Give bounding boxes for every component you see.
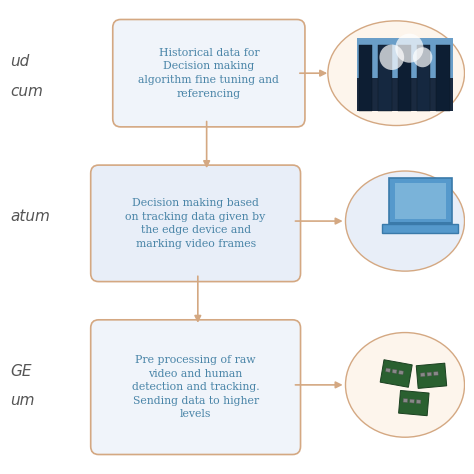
Text: Decision making based
on tracking data given by
the edge device and
marking vide: Decision making based on tracking data g…	[126, 198, 266, 249]
Bar	[410, 399, 414, 403]
Bar	[398, 46, 411, 111]
Bar	[392, 369, 397, 374]
Bar	[395, 183, 446, 219]
Bar	[416, 363, 447, 388]
Bar	[420, 373, 425, 377]
FancyBboxPatch shape	[91, 165, 301, 282]
Bar	[434, 372, 438, 375]
Ellipse shape	[346, 171, 465, 271]
FancyBboxPatch shape	[113, 19, 305, 127]
Bar	[380, 360, 412, 387]
Bar	[389, 178, 452, 224]
Bar	[416, 400, 421, 404]
Text: ud: ud	[10, 55, 30, 69]
Bar	[389, 222, 452, 224]
Text: atum: atum	[10, 209, 50, 224]
Ellipse shape	[328, 21, 465, 126]
Bar	[403, 399, 408, 402]
Bar	[427, 372, 432, 376]
Bar	[399, 370, 403, 375]
Text: Pre processing of raw
video and human
detection and tracking.
Sending data to hi: Pre processing of raw video and human de…	[132, 355, 259, 419]
Bar	[356, 38, 454, 78]
Circle shape	[395, 34, 424, 63]
Circle shape	[413, 47, 432, 67]
Text: um: um	[10, 393, 35, 408]
Bar	[359, 46, 372, 111]
FancyBboxPatch shape	[91, 320, 301, 455]
Text: GE: GE	[10, 364, 32, 379]
Text: cum: cum	[10, 84, 43, 99]
Ellipse shape	[346, 333, 465, 437]
Text: Historical data for
Decision making
algorithm fine tuning and
referencing: Historical data for Decision making algo…	[138, 48, 279, 99]
Bar	[356, 78, 454, 111]
Bar	[436, 46, 450, 111]
Bar	[378, 46, 392, 111]
Circle shape	[380, 45, 404, 70]
Bar	[399, 391, 429, 416]
Bar	[385, 368, 391, 373]
Bar	[383, 224, 458, 233]
Bar	[417, 46, 430, 111]
